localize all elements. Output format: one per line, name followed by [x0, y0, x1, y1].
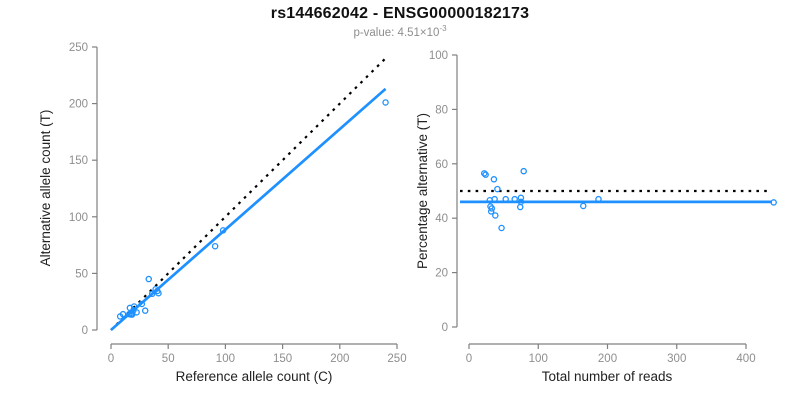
x-axis-title: Reference allele count (C): [176, 369, 333, 384]
data-point: [516, 203, 524, 211]
y-tick-label: 60: [435, 159, 448, 171]
x-tick-label: 100: [529, 353, 548, 365]
x-tick-label: 50: [162, 353, 175, 365]
y-tick-label: 80: [435, 104, 448, 116]
data-point: [138, 300, 146, 308]
data-point: [580, 202, 587, 210]
data-point: [520, 167, 527, 175]
data-point: [141, 307, 149, 314]
data-point: [155, 289, 162, 297]
identity-line: [110, 55, 389, 331]
y-axis-title: Alternative allele count (T): [38, 110, 53, 267]
data-point: [595, 195, 602, 203]
pvalue-exponent: -3: [439, 24, 447, 33]
x-tick-label: 250: [387, 353, 406, 365]
data-point: [487, 208, 495, 215]
x-tick-label: 150: [273, 353, 292, 365]
x-tick-label: 0: [466, 353, 472, 365]
chart-subtitle: p-value: 4.51×10-3: [0, 24, 800, 39]
x-tick-label: 200: [598, 353, 617, 365]
pvalue-text: p-value: 4.51×10: [353, 26, 440, 39]
data-point: [382, 99, 389, 106]
chart-title: rs144662042 - ENSG00000182173: [270, 5, 530, 22]
y-tick-label: 100: [69, 212, 88, 224]
x-axis-title: Total number of reads: [542, 369, 673, 384]
y-axis-title: Percentage alternative (T): [415, 113, 430, 269]
y-tick-label: 20: [435, 268, 448, 280]
data-point: [517, 194, 525, 202]
data-point: [480, 170, 488, 177]
x-tick-label: 200: [330, 353, 349, 365]
y-tick-label: 200: [69, 99, 88, 111]
data-point: [511, 195, 518, 203]
data-point: [130, 303, 138, 310]
data-point: [494, 185, 501, 193]
x-tick-label: 300: [667, 353, 686, 365]
data-point: [488, 205, 496, 212]
data-point: [145, 275, 153, 283]
y-tick-label: 100: [429, 50, 448, 62]
data-point: [133, 309, 140, 316]
data-point: [219, 227, 227, 234]
data-point: [770, 199, 777, 206]
data-point: [492, 212, 499, 219]
x-tick-label: 400: [736, 353, 755, 365]
y-tick-label: 0: [82, 325, 88, 337]
y-tick-label: 150: [69, 155, 88, 167]
x-tick-label: 0: [108, 353, 114, 365]
data-point: [148, 290, 156, 298]
data-point: [498, 224, 505, 232]
data-point: [119, 310, 127, 318]
data-point: [491, 195, 498, 203]
y-tick-label: 250: [69, 42, 88, 54]
data-point: [482, 171, 489, 178]
data-point: [211, 242, 219, 250]
y-tick-label: 40: [435, 213, 448, 225]
fit-line: [110, 87, 387, 332]
y-tick-label: 50: [75, 268, 88, 280]
data-point: [502, 195, 509, 203]
x-tick-label: 100: [216, 353, 235, 365]
y-tick-label: 0: [442, 322, 448, 334]
data-point: [490, 176, 498, 183]
